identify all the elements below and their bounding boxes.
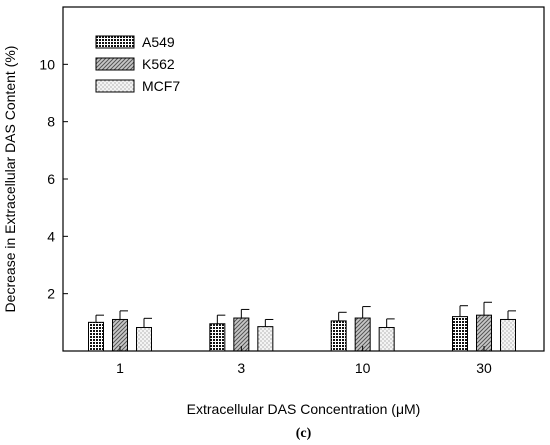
x-tick-label: 10 — [355, 360, 371, 376]
error-bar-a549-3 — [216, 314, 226, 324]
x-tick-label: 30 — [476, 360, 492, 376]
legend-swatch — [95, 79, 135, 93]
bar-mcf7-30 — [500, 318, 516, 352]
legend-item-a549: A549 — [95, 34, 175, 50]
error-bar-k562-10 — [362, 306, 371, 319]
x-tick-label: 1 — [116, 360, 124, 376]
error-bars-group — [95, 301, 516, 328]
panel-label: (c) — [296, 426, 312, 441]
y-axis-ticks: 2 4 6 8 10 — [39, 56, 68, 302]
bars-group — [88, 314, 516, 352]
bar-mcf7-10 — [378, 326, 395, 352]
legend-item-k562: K562 — [95, 56, 175, 72]
error-bar-a549-1 — [95, 314, 104, 323]
y-tick-label: 6 — [47, 171, 55, 187]
bar-mcf7-1 — [136, 326, 152, 352]
bar-mcf7-3 — [257, 326, 274, 352]
error-bar-k562-30 — [483, 301, 492, 316]
y-tick-label: 10 — [39, 56, 55, 72]
y-axis-title: Decrease in Extracellular DAS Content (%… — [2, 46, 18, 313]
legend-label: A549 — [142, 34, 175, 50]
legend: A549 K562 MCF7 — [95, 34, 180, 94]
legend-label: K562 — [142, 56, 175, 72]
error-bar-a549-30 — [459, 305, 468, 317]
error-bar-k562-3 — [240, 308, 250, 319]
error-bar-a549-10 — [338, 311, 347, 321]
legend-label: MCF7 — [142, 78, 180, 94]
legend-swatch — [95, 57, 135, 71]
bar-a549-1 — [88, 321, 104, 352]
y-tick-label: 8 — [47, 114, 55, 130]
bar-a549-3 — [209, 323, 226, 352]
bar-a549-30 — [452, 316, 468, 352]
bar-a549-10 — [330, 320, 347, 352]
y-tick-label: 4 — [47, 228, 55, 244]
error-bar-mcf7-3 — [264, 318, 274, 327]
x-axis-ticks: 1 3 10 30 — [116, 346, 492, 376]
error-bar-mcf7-10 — [386, 318, 395, 328]
error-bar-k562-1 — [119, 310, 128, 320]
error-bar-mcf7-30 — [507, 310, 516, 320]
legend-swatch — [95, 35, 135, 49]
legend-item-mcf7: MCF7 — [95, 78, 180, 94]
x-axis-title: Extracellular DAS Concentration (μM) — [187, 401, 421, 417]
y-tick-label: 2 — [47, 286, 55, 302]
x-tick-label: 3 — [237, 360, 245, 376]
error-bar-mcf7-1 — [143, 317, 152, 328]
plot-area-frame — [62, 6, 545, 352]
bar-k562-30 — [476, 314, 492, 352]
